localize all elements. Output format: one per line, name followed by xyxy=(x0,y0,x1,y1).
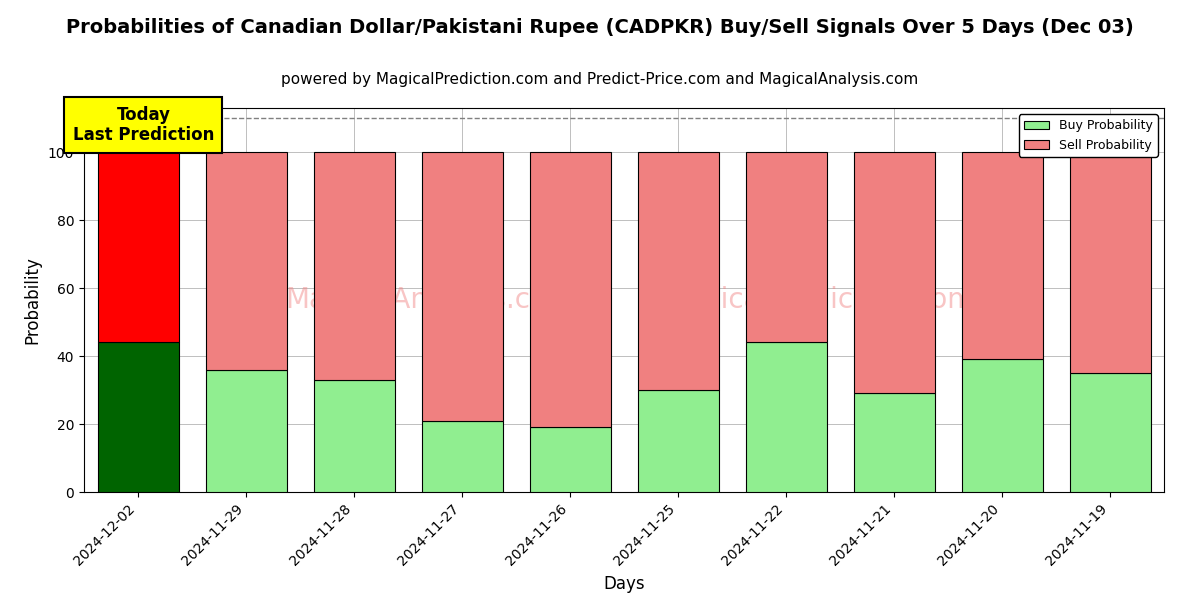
Bar xyxy=(853,394,935,492)
Bar xyxy=(97,152,179,343)
Text: powered by MagicalPrediction.com and Predict-Price.com and MagicalAnalysis.com: powered by MagicalPrediction.com and Pre… xyxy=(281,72,919,87)
Bar xyxy=(637,390,719,492)
Text: MagicalAnalysis.com: MagicalAnalysis.com xyxy=(286,286,574,314)
Y-axis label: Probability: Probability xyxy=(23,256,41,344)
Bar xyxy=(313,380,395,492)
Text: MagicalPrediction.com: MagicalPrediction.com xyxy=(662,286,974,314)
Bar xyxy=(745,152,827,343)
Bar xyxy=(205,370,287,492)
Bar xyxy=(529,152,611,427)
Bar xyxy=(745,343,827,492)
Bar xyxy=(961,359,1043,492)
Legend: Buy Probability, Sell Probability: Buy Probability, Sell Probability xyxy=(1019,114,1158,157)
Bar xyxy=(853,152,935,394)
Bar xyxy=(421,152,503,421)
Bar xyxy=(1069,373,1151,492)
Bar xyxy=(637,152,719,390)
Bar xyxy=(1069,152,1151,373)
Bar xyxy=(313,152,395,380)
Bar xyxy=(97,343,179,492)
Text: Today
Last Prediction: Today Last Prediction xyxy=(73,106,214,145)
Bar xyxy=(961,152,1043,359)
Bar xyxy=(529,427,611,492)
Bar xyxy=(205,152,287,370)
Bar xyxy=(421,421,503,492)
Text: Probabilities of Canadian Dollar/Pakistani Rupee (CADPKR) Buy/Sell Signals Over : Probabilities of Canadian Dollar/Pakista… xyxy=(66,18,1134,37)
X-axis label: Days: Days xyxy=(604,575,644,593)
